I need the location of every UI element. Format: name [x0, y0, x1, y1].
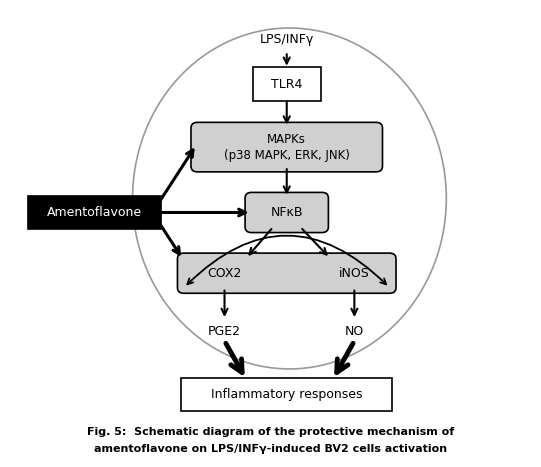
FancyBboxPatch shape: [245, 192, 328, 233]
FancyBboxPatch shape: [253, 67, 320, 101]
Text: NO: NO: [345, 325, 364, 338]
Text: PGE2: PGE2: [208, 325, 241, 338]
Text: Fig. 5:  Schematic diagram of the protective mechanism of: Fig. 5: Schematic diagram of the protect…: [87, 427, 454, 437]
FancyBboxPatch shape: [181, 378, 392, 411]
Text: Amentoflavone: Amentoflavone: [47, 206, 142, 219]
Text: LPS/INFγ: LPS/INFγ: [260, 33, 314, 46]
FancyBboxPatch shape: [28, 196, 161, 229]
Text: COX2: COX2: [207, 267, 242, 280]
Text: Inflammatory responses: Inflammatory responses: [211, 388, 362, 401]
FancyBboxPatch shape: [177, 253, 396, 293]
Text: iNOS: iNOS: [339, 267, 370, 280]
Text: TLR4: TLR4: [271, 78, 302, 91]
Text: amentoflavone on LPS/INFγ-induced BV2 cells activation: amentoflavone on LPS/INFγ-induced BV2 ce…: [94, 444, 447, 454]
Text: NFκB: NFκB: [270, 206, 303, 219]
Text: MAPKs
(p38 MAPK, ERK, JNK): MAPKs (p38 MAPK, ERK, JNK): [224, 133, 349, 162]
FancyBboxPatch shape: [191, 122, 382, 172]
